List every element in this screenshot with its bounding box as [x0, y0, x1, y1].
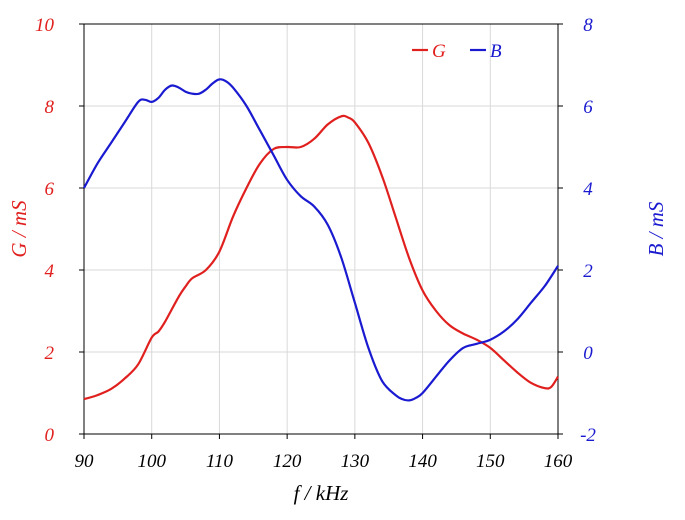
right-y-axis-title: B / mS — [644, 201, 668, 256]
x-axis-title: f / kHz — [294, 481, 349, 505]
x-tick-label: 110 — [206, 451, 234, 472]
x-tick-label: 130 — [341, 451, 370, 472]
left-tick-label: 0 — [45, 425, 55, 446]
right-tick-label: 0 — [583, 343, 593, 364]
x-tick-label: 90 — [75, 451, 95, 472]
right-tick-label: 6 — [583, 97, 593, 118]
right-tick-label: -2 — [580, 425, 596, 446]
legend: G B — [412, 41, 502, 62]
right-tick-label: 2 — [583, 261, 593, 282]
legend-label-g: G — [432, 41, 446, 62]
right-tick-label: 4 — [583, 179, 593, 200]
x-axis-ticks: 90 100 110 120 130 140 150 160 — [75, 434, 573, 472]
grid — [83, 23, 559, 435]
x-tick-label: 160 — [544, 451, 573, 472]
x-tick-label: 140 — [408, 451, 437, 472]
left-tick-label: 2 — [45, 343, 55, 364]
left-y-axis-title: G / mS — [7, 200, 31, 258]
legend-label-b: B — [490, 41, 502, 62]
x-tick-label: 150 — [476, 451, 505, 472]
left-tick-label: 10 — [35, 15, 55, 36]
plot-frame — [83, 23, 559, 435]
x-tick-label: 100 — [137, 451, 166, 472]
series-layer — [83, 78, 559, 402]
left-tick-label: 8 — [45, 97, 55, 118]
series-line-g — [83, 114, 559, 401]
right-axis-ticks: -2 0 2 4 6 8 — [558, 15, 596, 446]
x-tick-label: 120 — [273, 451, 302, 472]
left-axis-ticks: 0 2 4 6 8 10 — [35, 15, 84, 446]
right-tick-label: 8 — [583, 15, 593, 36]
series-line-b — [83, 78, 559, 402]
left-tick-label: 4 — [45, 261, 55, 282]
left-tick-label: 6 — [45, 179, 55, 200]
